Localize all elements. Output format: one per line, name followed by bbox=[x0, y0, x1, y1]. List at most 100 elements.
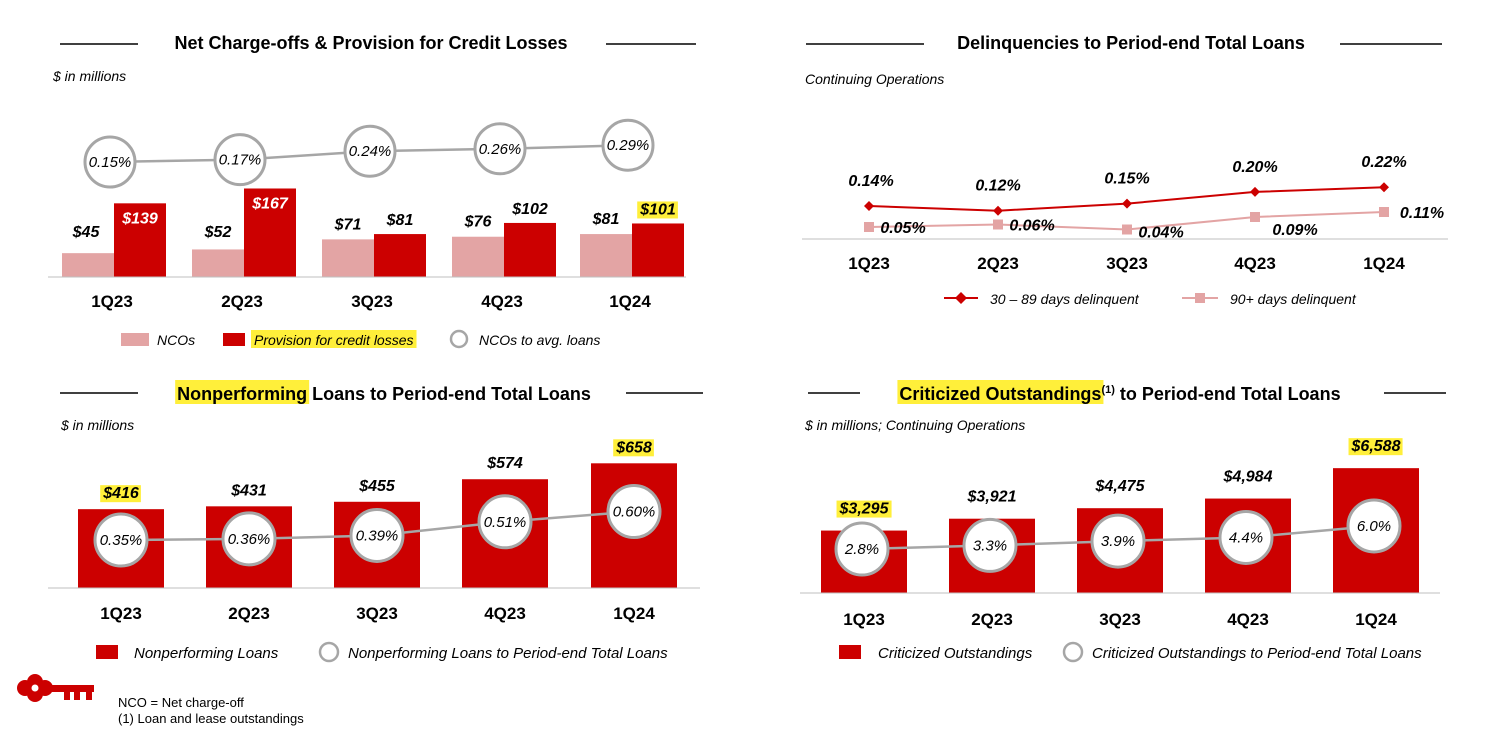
category-label-4Q23: 4Q23 bbox=[1227, 610, 1269, 629]
ratio-label-nco-1Q24: 0.29% bbox=[607, 137, 650, 154]
marker-30-89-3Q23 bbox=[1122, 198, 1132, 209]
legend-label-crit: Criticized Outstandings bbox=[878, 645, 1033, 662]
marker-nco-ratio-2Q23 bbox=[213, 133, 267, 187]
footnote-1: (1) Loan and lease outstandings bbox=[118, 711, 304, 726]
value-label-ncos-3Q23: $71 bbox=[334, 216, 362, 233]
ratio-label-crit-1Q24: 6.0% bbox=[1357, 518, 1391, 535]
value-label-npl-4Q23: $574 bbox=[486, 455, 523, 472]
delinq-title: Delinquencies to Period-end Total Loans bbox=[957, 33, 1305, 53]
legend-label-npl-ratio: Nonperforming Loans to Period-end Total … bbox=[348, 645, 668, 662]
bar-provision-2Q23 bbox=[244, 188, 296, 277]
crit-title-sup: (1) bbox=[1101, 384, 1115, 396]
legend-swatch-nco-ratio bbox=[449, 329, 469, 349]
bar-ncos-1Q23 bbox=[62, 253, 114, 277]
marker-npl-ratio-3Q23 bbox=[349, 507, 405, 563]
value-label-ncos-1Q24: $81 bbox=[592, 211, 620, 228]
value-label-90plus-1Q24: 0.11% bbox=[1400, 205, 1444, 222]
legend-highlight-provision bbox=[251, 330, 417, 348]
ratio-label-npl-4Q23: 0.51% bbox=[484, 514, 527, 531]
category-label-4Q23: 4Q23 bbox=[481, 292, 523, 311]
value-label-30-89-2Q23: 0.12% bbox=[975, 178, 1020, 195]
value-label-provision-2Q23: $167 bbox=[251, 195, 289, 212]
marker-nco-ratio-1Q24 bbox=[601, 118, 655, 172]
value-label-30-89-1Q24: 0.22% bbox=[1361, 154, 1406, 171]
marker-nco-ratio-1Q23 bbox=[83, 135, 137, 189]
marker-30-89-4Q23 bbox=[1250, 186, 1260, 197]
value-label-provision-1Q23: $139 bbox=[121, 210, 158, 227]
ratio-label-npl-2Q23: 0.36% bbox=[228, 531, 271, 548]
marker-90plus-3Q23 bbox=[1122, 224, 1132, 235]
category-label-1Q23: 1Q23 bbox=[100, 604, 142, 623]
value-label-90plus-4Q23: 0.09% bbox=[1272, 222, 1317, 239]
bar-ncos-1Q24 bbox=[580, 234, 632, 277]
legend-swatch-crit-ratio bbox=[1062, 641, 1084, 663]
category-label-2Q23: 2Q23 bbox=[977, 254, 1019, 273]
marker-npl-ratio-4Q23 bbox=[477, 494, 533, 550]
value-label-90plus-1Q23: 0.05% bbox=[880, 220, 925, 237]
nco-subtitle: $ in millions bbox=[52, 68, 126, 84]
marker-nco-ratio-4Q23 bbox=[473, 122, 527, 176]
delinq-subtitle: Continuing Operations bbox=[805, 71, 944, 87]
bar-provision-3Q23 bbox=[374, 234, 426, 277]
npl-title-highlight bbox=[175, 380, 310, 404]
nco-title: Net Charge-offs & Provision for Credit L… bbox=[174, 33, 567, 53]
value-label-30-89-3Q23: 0.15% bbox=[1104, 171, 1149, 188]
crit-title: Criticized Outstandings(1) to Period-end… bbox=[899, 384, 1340, 404]
value-label-provision-1Q24: $101 bbox=[639, 201, 676, 218]
value-label-crit-1Q23: $3,295 bbox=[839, 501, 890, 518]
key-icon bbox=[17, 674, 94, 702]
ratio-label-npl-3Q23: 0.39% bbox=[356, 527, 399, 544]
value-label-provision-3Q23: $81 bbox=[386, 212, 414, 229]
ratio-label-nco-3Q23: 0.24% bbox=[349, 143, 392, 160]
marker-90plus-2Q23 bbox=[993, 219, 1003, 230]
bar-ncos-2Q23 bbox=[192, 249, 244, 277]
value-label-90plus-3Q23: 0.04% bbox=[1138, 225, 1183, 242]
legend-label-ncos: NCOs bbox=[157, 332, 195, 348]
category-label-3Q23: 3Q23 bbox=[1099, 610, 1141, 629]
bar-provision-4Q23 bbox=[504, 222, 556, 277]
value-label-30-89-4Q23: 0.20% bbox=[1232, 159, 1277, 176]
panel-nco: Net Charge-offs & Provision for Credit L… bbox=[48, 33, 696, 349]
category-label-3Q23: 3Q23 bbox=[351, 292, 393, 311]
category-label-2Q23: 2Q23 bbox=[971, 610, 1013, 629]
category-label-2Q23: 2Q23 bbox=[228, 604, 270, 623]
nco-plot: $45 $139 1Q23 $52 $167 2Q23 $71 $81 3Q23 $76 $102 4… bbox=[62, 118, 684, 311]
value-label-npl-3Q23: $455 bbox=[358, 478, 396, 495]
marker-crit-ratio-1Q23 bbox=[834, 521, 890, 577]
marker-90plus-1Q24 bbox=[1379, 207, 1389, 217]
category-label-4Q23: 4Q23 bbox=[1234, 254, 1276, 273]
marker-30-89-1Q24 bbox=[1379, 182, 1389, 193]
marker-crit-ratio-4Q23 bbox=[1218, 509, 1274, 565]
value-label-ncos-4Q23: $76 bbox=[464, 214, 492, 231]
category-label-1Q23: 1Q23 bbox=[91, 292, 133, 311]
ratio-label-crit-2Q23: 3.3% bbox=[973, 537, 1007, 554]
value-highlight-crit-1Q23 bbox=[836, 500, 892, 518]
category-label-4Q23: 4Q23 bbox=[484, 604, 526, 623]
category-label-2Q23: 2Q23 bbox=[221, 292, 263, 311]
marker-30-89-1Q23 bbox=[864, 201, 874, 211]
value-label-npl-1Q24: $658 bbox=[615, 439, 652, 456]
category-label-3Q23: 3Q23 bbox=[356, 604, 398, 623]
marker-npl-ratio-2Q23 bbox=[221, 511, 277, 567]
marker-crit-ratio-2Q23 bbox=[962, 517, 1018, 573]
ratio-label-nco-4Q23: 0.26% bbox=[479, 141, 522, 158]
value-highlight-npl-1Q24 bbox=[613, 439, 654, 457]
legend-label-90plus: 90+ days delinquent bbox=[1230, 291, 1357, 307]
marker-30-89-2Q23 bbox=[993, 205, 1003, 216]
crit-title-highlight-text: Criticized Outstandings bbox=[899, 384, 1101, 404]
panel-criticized: Criticized Outstandings(1) to Period-end… bbox=[800, 380, 1446, 663]
marker-npl-ratio-1Q23 bbox=[93, 512, 149, 568]
npl-title: Nonperforming Loans to Period-end Total … bbox=[177, 384, 591, 404]
category-label-1Q23: 1Q23 bbox=[843, 610, 885, 629]
npl-title-highlight-text: Nonperforming bbox=[177, 384, 307, 404]
value-label-ncos-2Q23: $52 bbox=[204, 224, 232, 241]
panel-delinquencies: Delinquencies to Period-end Total Loans … bbox=[802, 33, 1448, 307]
marker-90plus-4Q23 bbox=[1250, 212, 1260, 222]
category-label-3Q23: 3Q23 bbox=[1106, 254, 1148, 273]
crit-subtitle: $ in millions; Continuing Operations bbox=[804, 417, 1025, 433]
bar-provision-1Q23 bbox=[114, 203, 166, 277]
marker-90plus-1Q23 bbox=[864, 222, 874, 232]
legend-swatch-provision bbox=[223, 333, 245, 346]
ratio-label-crit-1Q23: 2.8% bbox=[844, 541, 879, 558]
